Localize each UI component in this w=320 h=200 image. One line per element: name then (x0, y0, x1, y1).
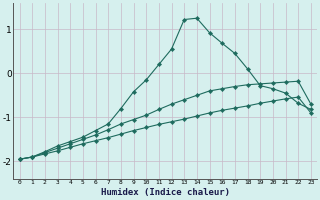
X-axis label: Humidex (Indice chaleur): Humidex (Indice chaleur) (101, 188, 230, 197)
